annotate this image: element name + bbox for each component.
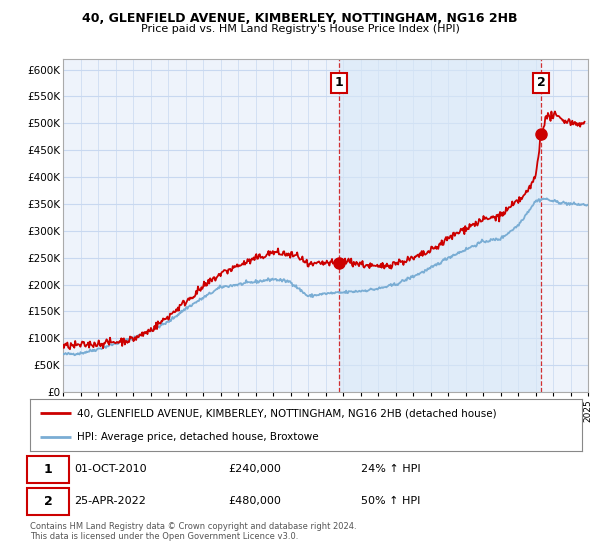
Text: 40, GLENFIELD AVENUE, KIMBERLEY, NOTTINGHAM, NG16 2HB: 40, GLENFIELD AVENUE, KIMBERLEY, NOTTING… xyxy=(82,12,518,25)
Text: 2: 2 xyxy=(537,77,545,90)
Text: HPI: Average price, detached house, Broxtowe: HPI: Average price, detached house, Brox… xyxy=(77,432,319,442)
Text: This data is licensed under the Open Government Licence v3.0.: This data is licensed under the Open Gov… xyxy=(30,532,298,541)
FancyBboxPatch shape xyxy=(27,455,68,483)
Text: Contains HM Land Registry data © Crown copyright and database right 2024.: Contains HM Land Registry data © Crown c… xyxy=(30,522,356,531)
Text: 50% ↑ HPI: 50% ↑ HPI xyxy=(361,496,421,506)
Text: 24% ↑ HPI: 24% ↑ HPI xyxy=(361,464,421,474)
Bar xyxy=(338,59,541,392)
Text: 1: 1 xyxy=(334,77,343,90)
Text: £480,000: £480,000 xyxy=(229,496,281,506)
Text: 25-APR-2022: 25-APR-2022 xyxy=(74,496,146,506)
Text: 40, GLENFIELD AVENUE, KIMBERLEY, NOTTINGHAM, NG16 2HB (detached house): 40, GLENFIELD AVENUE, KIMBERLEY, NOTTING… xyxy=(77,408,497,418)
Text: 2: 2 xyxy=(44,494,52,508)
Text: 1: 1 xyxy=(44,463,52,475)
FancyBboxPatch shape xyxy=(27,488,68,515)
Text: Price paid vs. HM Land Registry's House Price Index (HPI): Price paid vs. HM Land Registry's House … xyxy=(140,24,460,34)
Text: £240,000: £240,000 xyxy=(229,464,281,474)
Text: 01-OCT-2010: 01-OCT-2010 xyxy=(74,464,147,474)
